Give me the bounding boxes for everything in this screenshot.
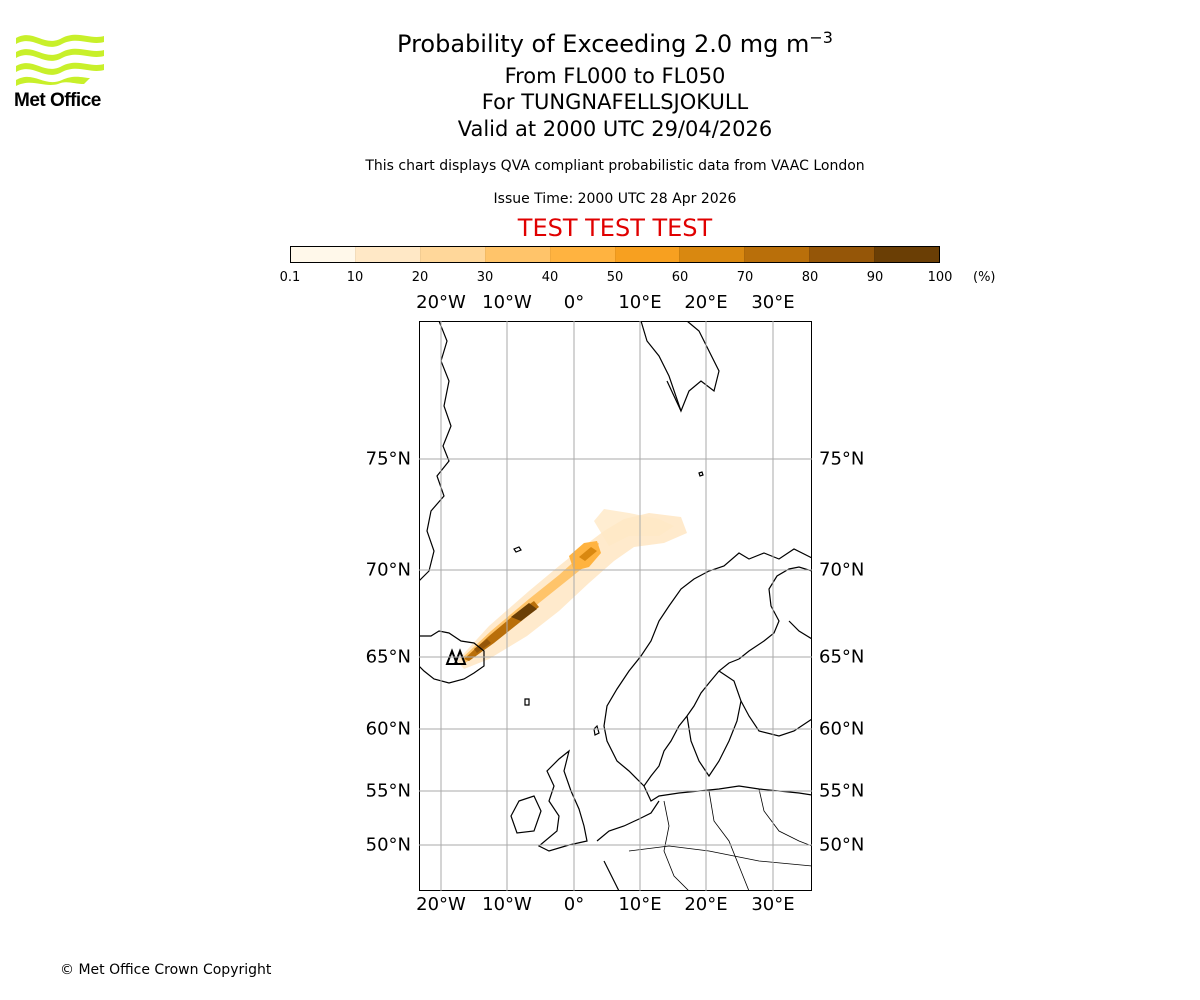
- lon-tick-bottom: 20°E: [684, 894, 728, 915]
- map-panel: [419, 321, 812, 891]
- wave-logo-icon: [16, 34, 104, 86]
- lat-tick-left: 60°N: [365, 718, 411, 740]
- colorbar-tick-label: 40: [541, 270, 559, 285]
- lat-tick-right: 50°N: [819, 834, 865, 856]
- lat-tick-left: 50°N: [365, 834, 411, 856]
- lat-tick-left: 65°N: [365, 646, 411, 668]
- lat-tick-left: 70°N: [365, 559, 411, 581]
- colorbar-segment: [291, 247, 355, 262]
- volcano-name: For TUNGNAFELLSJOKULL: [481, 90, 749, 114]
- colorbar-segment: [549, 247, 615, 262]
- lon-tick-top: 0°: [563, 292, 585, 313]
- colorbar-segment: [614, 247, 680, 262]
- gridlines: [419, 321, 812, 891]
- lon-tick-top: 30°E: [751, 292, 795, 313]
- lon-tick-top: 20°E: [684, 292, 728, 313]
- level-range: From FL000 to FL050: [504, 64, 726, 88]
- lon-tick-bottom: 30°E: [751, 894, 795, 915]
- lat-tick-left: 55°N: [365, 780, 411, 802]
- lat-tick-right: 60°N: [819, 718, 865, 740]
- colorbar-tick-label: 50: [606, 270, 624, 285]
- colorbar-tick-label: 100: [927, 270, 953, 285]
- title-exponent: −3: [809, 28, 833, 47]
- lon-tick-bottom: 10°W: [482, 894, 532, 915]
- colorbar-segment: [679, 247, 745, 262]
- colorbar-tick-label: 20: [411, 270, 429, 285]
- lat-tick-right: 70°N: [819, 559, 865, 581]
- colorbar-tick-label: 80: [801, 270, 819, 285]
- met-office-logo: Met Office: [14, 30, 114, 112]
- ash-plume: [457, 509, 687, 669]
- colorbar-segment: [809, 247, 875, 262]
- colorbar-segment: [419, 247, 485, 262]
- colorbar-tick-label: 30: [476, 270, 494, 285]
- coastlines: [419, 321, 812, 891]
- lat-tick-right: 75°N: [819, 448, 865, 470]
- lon-tick-top: 10°W: [482, 292, 532, 313]
- colorbar-tick-label: 0.1: [279, 270, 301, 285]
- lon-tick-bottom: 0°: [563, 894, 585, 915]
- colorbar-tick-label: 90: [866, 270, 884, 285]
- lon-tick-top: 10°E: [618, 292, 662, 313]
- colorbar-segment: [744, 247, 810, 262]
- colorbar-tick-label: 70: [736, 270, 754, 285]
- colorbar: [290, 246, 940, 263]
- test-banner: TEST TEST TEST: [517, 214, 713, 242]
- lon-tick-bottom: 20°W: [416, 894, 466, 915]
- copyright: © Met Office Crown Copyright: [60, 962, 272, 978]
- lat-tick-right: 55°N: [819, 780, 865, 802]
- chart-description: This chart displays QVA compliant probab…: [365, 158, 865, 174]
- lon-tick-top: 20°W: [416, 292, 466, 313]
- lon-tick-bottom: 10°E: [618, 894, 662, 915]
- logo-text: Met Office: [14, 90, 101, 111]
- lat-tick-right: 65°N: [819, 646, 865, 668]
- title-main: Probability of Exceeding 2.0 mg m: [397, 30, 810, 58]
- issue-time: Issue Time: 2000 UTC 28 Apr 2026: [493, 191, 737, 207]
- colorbar-unit: (%): [973, 270, 996, 285]
- valid-time: Valid at 2000 UTC 29/04/2026: [457, 117, 773, 141]
- colorbar-segment: [874, 247, 940, 262]
- chart-title: Probability of Exceeding 2.0 mg m−3: [0, 28, 1200, 58]
- colorbar-tick-label: 10: [346, 270, 364, 285]
- colorbar-segment: [354, 247, 420, 262]
- colorbar-tick-label: 60: [671, 270, 689, 285]
- lat-tick-left: 75°N: [365, 448, 411, 470]
- colorbar-segment: [484, 247, 550, 262]
